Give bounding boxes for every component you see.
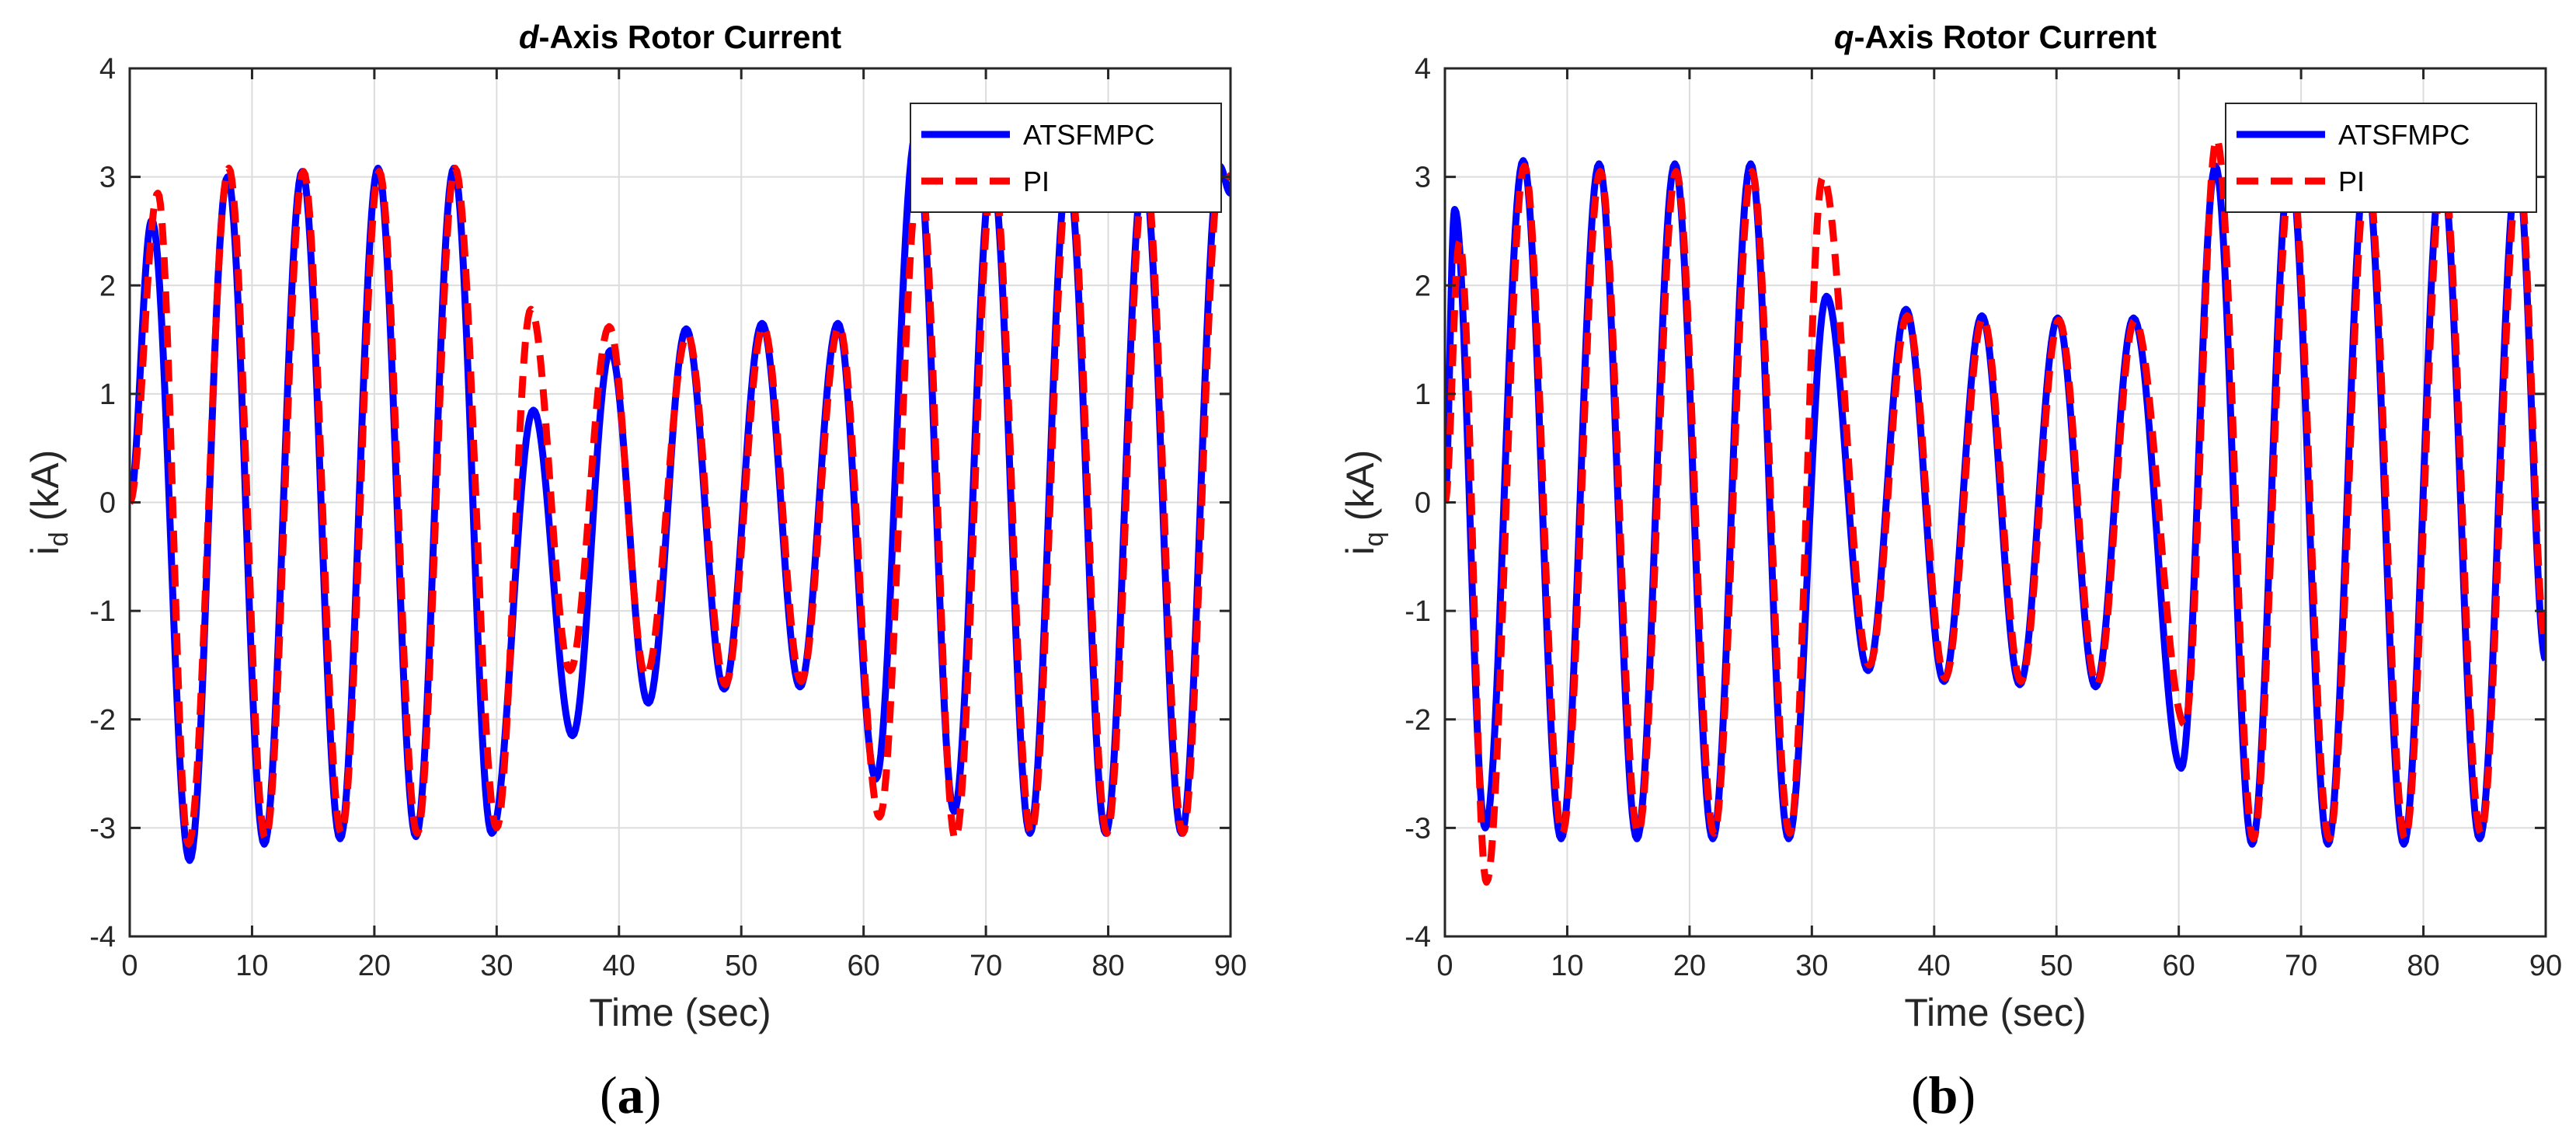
y-tick-label: 3 — [1415, 162, 1431, 194]
y-tick-label: 1 — [99, 378, 116, 411]
y-tick-label: -3 — [89, 812, 116, 845]
x-tick-label: 0 — [121, 950, 138, 982]
chart-panel-b: 0 10 20 30 40 50 60 70 80 90 -4 -3 -2 -1 0 1 2 3 4 q-Axis R… — [1338, 19, 2562, 1034]
y-tick-label: -2 — [1405, 704, 1431, 737]
y-tick-label: 0 — [1415, 487, 1431, 520]
y-axis-label: iq (kA) — [1338, 450, 1389, 556]
x-tick-label: 50 — [2040, 950, 2073, 982]
x-tick-label: 40 — [603, 950, 635, 982]
x-tick-label: 30 — [480, 950, 513, 982]
y-tick-label: -1 — [89, 595, 116, 628]
y-tick-label: 2 — [99, 270, 116, 302]
y-tick-label: 0 — [99, 487, 116, 520]
x-tick-label: 70 — [969, 950, 1002, 982]
legend-box — [2225, 103, 2537, 213]
legend-box — [910, 103, 1222, 213]
x-tick-label: 20 — [1673, 950, 1706, 982]
legend-label-atsfmpc: ATSFMPC — [2338, 119, 2470, 151]
x-tick-label: 80 — [2407, 950, 2439, 982]
x-tick-label: 80 — [1091, 950, 1124, 982]
y-tick-label: 4 — [99, 53, 116, 85]
x-tick-label: 20 — [358, 950, 391, 982]
x-tick-label: 10 — [235, 950, 268, 982]
y-tick-label: -3 — [1405, 812, 1431, 845]
x-tick-label: 90 — [2529, 950, 2562, 982]
legend-label-pi: PI — [1023, 166, 1050, 197]
panel-b-caption: (b) — [1911, 1065, 1976, 1124]
legend-label-atsfmpc: ATSFMPC — [1023, 119, 1154, 151]
y-tick-label: -4 — [89, 921, 116, 954]
y-tick-label: 4 — [1415, 53, 1431, 85]
x-tick-label: 70 — [2285, 950, 2317, 982]
y-tick-label: -4 — [1405, 921, 1431, 954]
x-tick-label: 10 — [1551, 950, 1583, 982]
legend: ATSFMPC PI — [910, 103, 1222, 213]
y-tick-label: 3 — [99, 162, 116, 194]
x-axis-label: Time (sec) — [589, 991, 771, 1034]
legend: ATSFMPC PI — [2225, 103, 2537, 213]
chart-title: d-Axis Rotor Current — [519, 19, 841, 55]
chart-title: q-Axis Rotor Current — [1834, 19, 2157, 55]
chart-panel-a: 0 10 20 30 40 50 60 70 80 90 -4 -3 -2 -1 0 1 2 3 4 d-Axis R… — [23, 19, 1247, 1034]
y-tick-label: 2 — [1415, 270, 1431, 302]
y-tick-label: 1 — [1415, 378, 1431, 411]
legend-label-pi: PI — [2338, 166, 2365, 197]
x-tick-label: 50 — [725, 950, 757, 982]
y-axis-label: id (kA) — [23, 450, 74, 556]
x-tick-label: 40 — [1918, 950, 1951, 982]
x-tick-label: 60 — [2163, 950, 2195, 982]
x-tick-label: 30 — [1795, 950, 1828, 982]
x-axis-label: Time (sec) — [1904, 991, 2086, 1034]
y-tick-label: -2 — [89, 704, 116, 737]
x-tick-label: 60 — [848, 950, 880, 982]
y-tick-label: -1 — [1405, 595, 1431, 628]
panel-a-caption: (a) — [600, 1065, 662, 1124]
x-tick-label: 0 — [1436, 950, 1453, 982]
x-tick-label: 90 — [1214, 950, 1247, 982]
